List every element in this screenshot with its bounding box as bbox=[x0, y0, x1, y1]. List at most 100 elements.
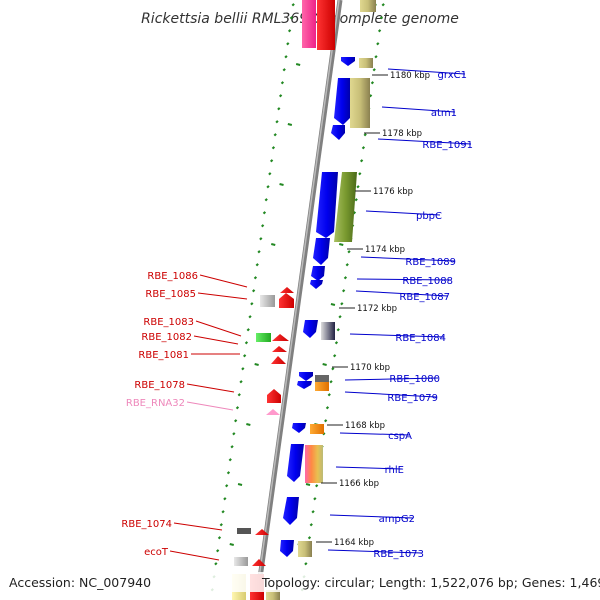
forward-leader-line bbox=[339, 432, 411, 436]
forward-leader-line bbox=[356, 278, 452, 281]
tick-mark bbox=[304, 562, 308, 566]
feature-red-block bbox=[317, 0, 335, 50]
tick-mark bbox=[377, 29, 382, 33]
RBE_1091-arrow bbox=[331, 125, 345, 140]
tick-mark bbox=[269, 159, 274, 163]
forward-gene-label: cspA bbox=[388, 431, 412, 442]
tick-mark bbox=[327, 393, 331, 397]
forward-leader-line bbox=[381, 106, 456, 113]
tick-mark bbox=[330, 303, 336, 306]
kbp-label: 1174 kbp bbox=[365, 245, 405, 255]
forward-gene-label: RBE_1080 bbox=[389, 374, 440, 385]
kbp-label: 1168 kbp bbox=[345, 421, 385, 431]
reverse-gene-label: RBE_RNA32 bbox=[126, 398, 185, 409]
tick-mark bbox=[237, 393, 241, 397]
forward-gene-label: grxC1 bbox=[438, 70, 467, 81]
gene-labels: grxC1 atm1 RBE_1091 pbpC RBE_1089 RBE_1088 RBE… bbox=[121, 68, 473, 561]
tick-mark bbox=[264, 198, 268, 202]
tick-mark bbox=[334, 341, 339, 345]
RBE_1081-arrow-a bbox=[272, 346, 287, 352]
tick-mark bbox=[284, 55, 288, 59]
kbp-label: 1176 kbp bbox=[373, 187, 413, 197]
tick-mark bbox=[254, 363, 259, 366]
tick-mark bbox=[356, 185, 360, 189]
tick-mark bbox=[358, 172, 362, 176]
forward-leader-line bbox=[329, 514, 414, 519]
tick-mark bbox=[271, 243, 276, 246]
reverse-leader-line bbox=[193, 335, 239, 345]
tick-mark bbox=[223, 497, 227, 501]
tick-mark bbox=[237, 483, 243, 486]
tick-mark bbox=[251, 289, 256, 293]
tick-mark bbox=[260, 224, 265, 228]
tick-mark bbox=[216, 549, 220, 553]
tick-mark bbox=[289, 16, 294, 20]
reverse-gene-label: RBE_1086 bbox=[147, 271, 198, 282]
RBE_1079-arrow bbox=[297, 381, 312, 389]
reverse-leader-line bbox=[199, 274, 248, 288]
features-top-partial bbox=[302, 0, 376, 50]
tick-mark bbox=[329, 380, 333, 384]
tick-mark bbox=[286, 42, 290, 46]
forward-gene-label: RBE_1089 bbox=[405, 257, 456, 268]
RBE_1086-arrow bbox=[280, 287, 294, 293]
forward-leader-line bbox=[344, 391, 437, 398]
tick-mark bbox=[266, 185, 270, 189]
reverse-leader-line bbox=[186, 383, 235, 393]
kbp-label: 1164 kbp bbox=[334, 538, 374, 548]
RBE_1079-box bbox=[315, 382, 329, 391]
tick-mark bbox=[219, 523, 223, 527]
tick-mark bbox=[221, 510, 225, 514]
RBE_1073-box bbox=[298, 541, 312, 557]
ecoT-arrow bbox=[252, 559, 266, 566]
tick-mark bbox=[275, 120, 279, 124]
genome-backbone bbox=[254, 0, 343, 600]
cspA-box bbox=[310, 424, 324, 434]
tick-mark bbox=[225, 484, 229, 488]
tick-mark bbox=[287, 123, 293, 126]
tick-mark bbox=[315, 484, 319, 488]
tick-mark bbox=[325, 406, 330, 410]
tick-mark bbox=[250, 302, 254, 306]
kbp-label: 1172 kbp bbox=[357, 304, 397, 314]
forward-gene-label: rhlE bbox=[385, 465, 404, 476]
tick-mark bbox=[259, 237, 263, 241]
forward-leader-line bbox=[349, 333, 445, 338]
tick-mark bbox=[343, 276, 348, 280]
forward-gene-label: RBE_1091 bbox=[422, 140, 473, 151]
tick-mark bbox=[339, 243, 344, 246]
tick-mark bbox=[255, 263, 259, 267]
tick-mark bbox=[241, 367, 245, 371]
RBE_1082-arrow bbox=[272, 334, 289, 341]
tick-mark bbox=[239, 380, 243, 384]
accession-text: Accession: NC_007940 bbox=[9, 575, 151, 590]
tick-mark bbox=[305, 483, 311, 486]
RBE_1088-arrow bbox=[311, 266, 325, 281]
forward-leader-line bbox=[365, 210, 441, 216]
RBE_1074-arrow bbox=[255, 529, 269, 535]
forward-gene-label: RBE_1087 bbox=[399, 292, 450, 303]
RBE_1083-box bbox=[256, 333, 271, 342]
tick-mark bbox=[347, 250, 351, 254]
tick-mark bbox=[376, 42, 380, 46]
tick-mark bbox=[246, 423, 251, 426]
RBE_1080-box bbox=[315, 375, 329, 383]
rhlE-arrow bbox=[287, 444, 304, 482]
tick-mark bbox=[262, 211, 267, 215]
tick-mark bbox=[279, 183, 284, 186]
forward-leader-line bbox=[344, 377, 439, 381]
cspA-arrow bbox=[292, 423, 306, 433]
atm1-arrow bbox=[334, 78, 350, 125]
RBE_1081-arrow-b bbox=[271, 356, 286, 364]
forward-gene-label: RBE_1073 bbox=[373, 549, 424, 560]
tick-mark bbox=[248, 315, 252, 319]
ampG2-arrow bbox=[283, 497, 299, 525]
map-title: Rickettsia bellii RML369-C, complete gen… bbox=[141, 11, 459, 27]
tick-mark bbox=[226, 471, 231, 475]
reverse-leader-line bbox=[197, 292, 248, 300]
reverse-gene-label: RBE_1083 bbox=[143, 317, 194, 328]
tick-mark bbox=[243, 354, 247, 358]
tick-mark bbox=[282, 68, 286, 72]
reverse-gene-label: RBE_1082 bbox=[141, 332, 192, 343]
